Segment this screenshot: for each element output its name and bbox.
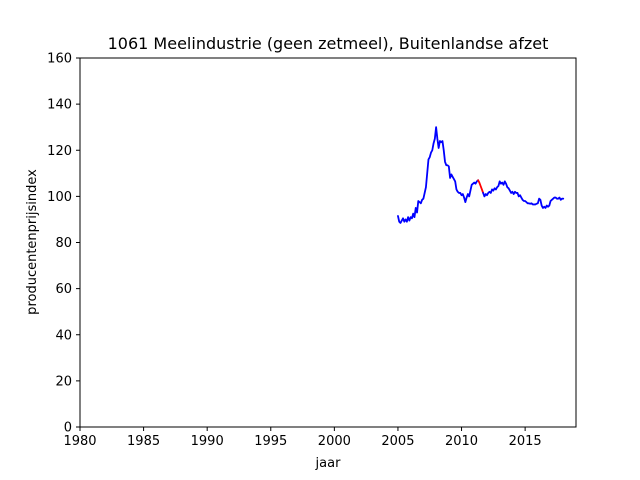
series-line-2: [477, 179, 485, 194]
x-tick-label: 1980: [63, 434, 96, 449]
x-tick-label: 2010: [445, 434, 478, 449]
plot-lines: [397, 126, 565, 224]
plot-frame: [79, 57, 577, 428]
x-tick-label: 2015: [509, 434, 542, 449]
y-tick-label: 120: [47, 144, 72, 159]
x-axis-ticks: 1980 1985 1990 1995 2000 2005 2010 2015: [63, 427, 542, 449]
y-axis-label: producentenprijsindex: [25, 169, 40, 315]
x-axis-label: jaar: [315, 456, 342, 471]
series-line-3: [482, 180, 565, 209]
series-line-1: [397, 126, 479, 224]
y-tick-label: 160: [47, 52, 72, 67]
y-tick-label: 20: [55, 374, 72, 389]
y-tick-label: 0: [64, 421, 72, 436]
y-axis-ticks: 0 20 40 60 80 100 120 140 160: [47, 52, 80, 436]
y-tick-label: 80: [55, 236, 72, 251]
chart-title: 1061 Meelindustrie (geen zetmeel), Buite…: [108, 34, 549, 53]
x-tick-label: 1995: [254, 434, 287, 449]
x-tick-label: 2000: [318, 434, 351, 449]
x-tick-label: 2005: [381, 434, 414, 449]
x-tick-label: 1990: [191, 434, 224, 449]
x-tick-label: 1985: [127, 434, 160, 449]
y-tick-label: 100: [47, 190, 72, 205]
y-tick-label: 140: [47, 98, 72, 113]
y-tick-label: 40: [55, 328, 72, 343]
y-tick-label: 60: [55, 282, 72, 297]
